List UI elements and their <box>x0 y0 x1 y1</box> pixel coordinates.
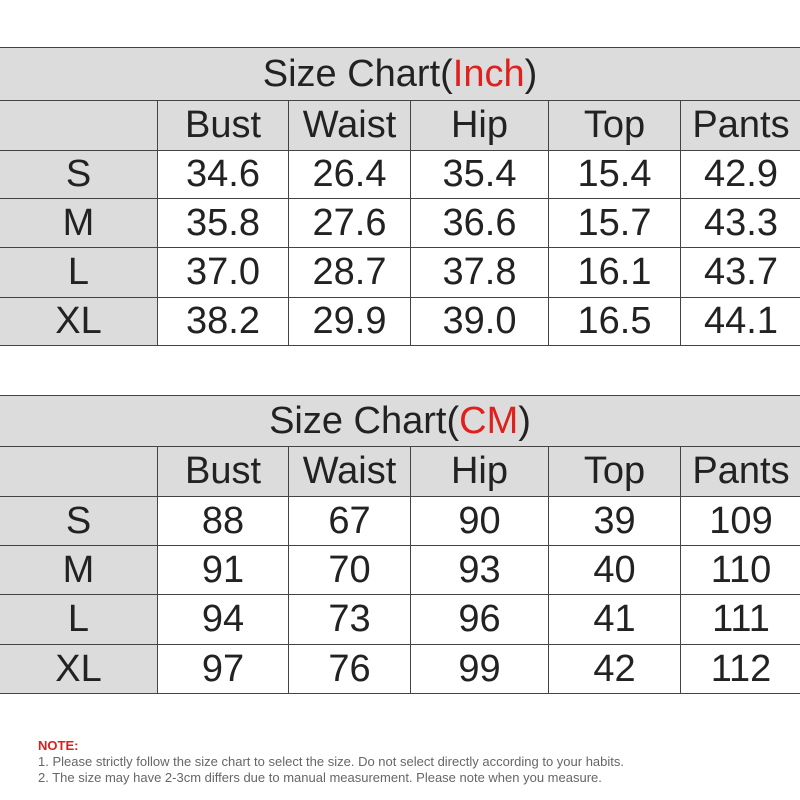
size-value: 27.6 <box>288 198 411 248</box>
size-value: 26.4 <box>288 150 411 199</box>
column-header: Pants <box>680 446 800 497</box>
size-value: 35.8 <box>157 198 289 248</box>
size-value: 37.8 <box>410 247 549 298</box>
size-label: XL <box>0 297 158 346</box>
column-header: Waist <box>288 446 411 497</box>
size-value: 88 <box>157 496 289 546</box>
size-value: 112 <box>680 644 800 694</box>
column-header: Bust <box>157 100 289 151</box>
size-value: 110 <box>680 545 800 595</box>
size-label: M <box>0 545 158 595</box>
title-text: Size Chart( <box>262 52 453 95</box>
size-value: 42 <box>548 644 681 694</box>
size-value: 109 <box>680 496 800 546</box>
size-label: S <box>0 496 158 546</box>
size-value: 90 <box>410 496 549 546</box>
column-header: Hip <box>410 100 549 151</box>
size-value: 39.0 <box>410 297 549 346</box>
size-value: 35.4 <box>410 150 549 199</box>
note-line: 2. The size may have 2-3cm differs due t… <box>38 770 602 785</box>
size-value: 44.1 <box>680 297 800 346</box>
size-value: 94 <box>157 594 289 645</box>
size-value: 29.9 <box>288 297 411 346</box>
size-value: 16.5 <box>548 297 681 346</box>
size-label: S <box>0 150 158 199</box>
size-value: 40 <box>548 545 681 595</box>
size-label: M <box>0 198 158 248</box>
size-value: 93 <box>410 545 549 595</box>
size-value: 76 <box>288 644 411 694</box>
size-value: 43.3 <box>680 198 800 248</box>
column-header: Top <box>548 446 681 497</box>
note-label: NOTE: <box>38 738 79 753</box>
column-header: Hip <box>410 446 549 497</box>
size-value: 97 <box>157 644 289 694</box>
size-value: 41 <box>548 594 681 645</box>
title-text: ) <box>524 52 538 95</box>
column-header: Bust <box>157 446 289 497</box>
size-value: 111 <box>680 594 800 645</box>
title-unit: Inch <box>452 52 525 95</box>
title-text: Size Chart( <box>269 399 460 442</box>
size-value: 15.7 <box>548 198 681 248</box>
column-header: Pants <box>680 100 800 151</box>
table-title: Size Chart(Inch) <box>0 47 800 101</box>
size-value: 38.2 <box>157 297 289 346</box>
size-label: L <box>0 247 158 298</box>
size-value: 96 <box>410 594 549 645</box>
title-text: ) <box>518 399 531 442</box>
size-value: 37.0 <box>157 247 289 298</box>
note-line: 1. Please strictly follow the size chart… <box>38 754 624 769</box>
size-value: 16.1 <box>548 247 681 298</box>
size-value: 15.4 <box>548 150 681 199</box>
column-header: Waist <box>288 100 411 151</box>
table-title: Size Chart(CM) <box>0 395 800 447</box>
size-value: 43.7 <box>680 247 800 298</box>
title-unit: CM <box>459 399 519 442</box>
size-value: 36.6 <box>410 198 549 248</box>
size-value: 70 <box>288 545 411 595</box>
size-value: 91 <box>157 545 289 595</box>
size-value: 67 <box>288 496 411 546</box>
size-value: 99 <box>410 644 549 694</box>
size-label: L <box>0 594 158 645</box>
size-value: 39 <box>548 496 681 546</box>
size-value: 42.9 <box>680 150 800 199</box>
column-header: Top <box>548 100 681 151</box>
header-cell <box>0 446 158 497</box>
size-label: XL <box>0 644 158 694</box>
header-cell <box>0 100 158 151</box>
size-value: 34.6 <box>157 150 289 199</box>
size-value: 28.7 <box>288 247 411 298</box>
size-value: 73 <box>288 594 411 645</box>
